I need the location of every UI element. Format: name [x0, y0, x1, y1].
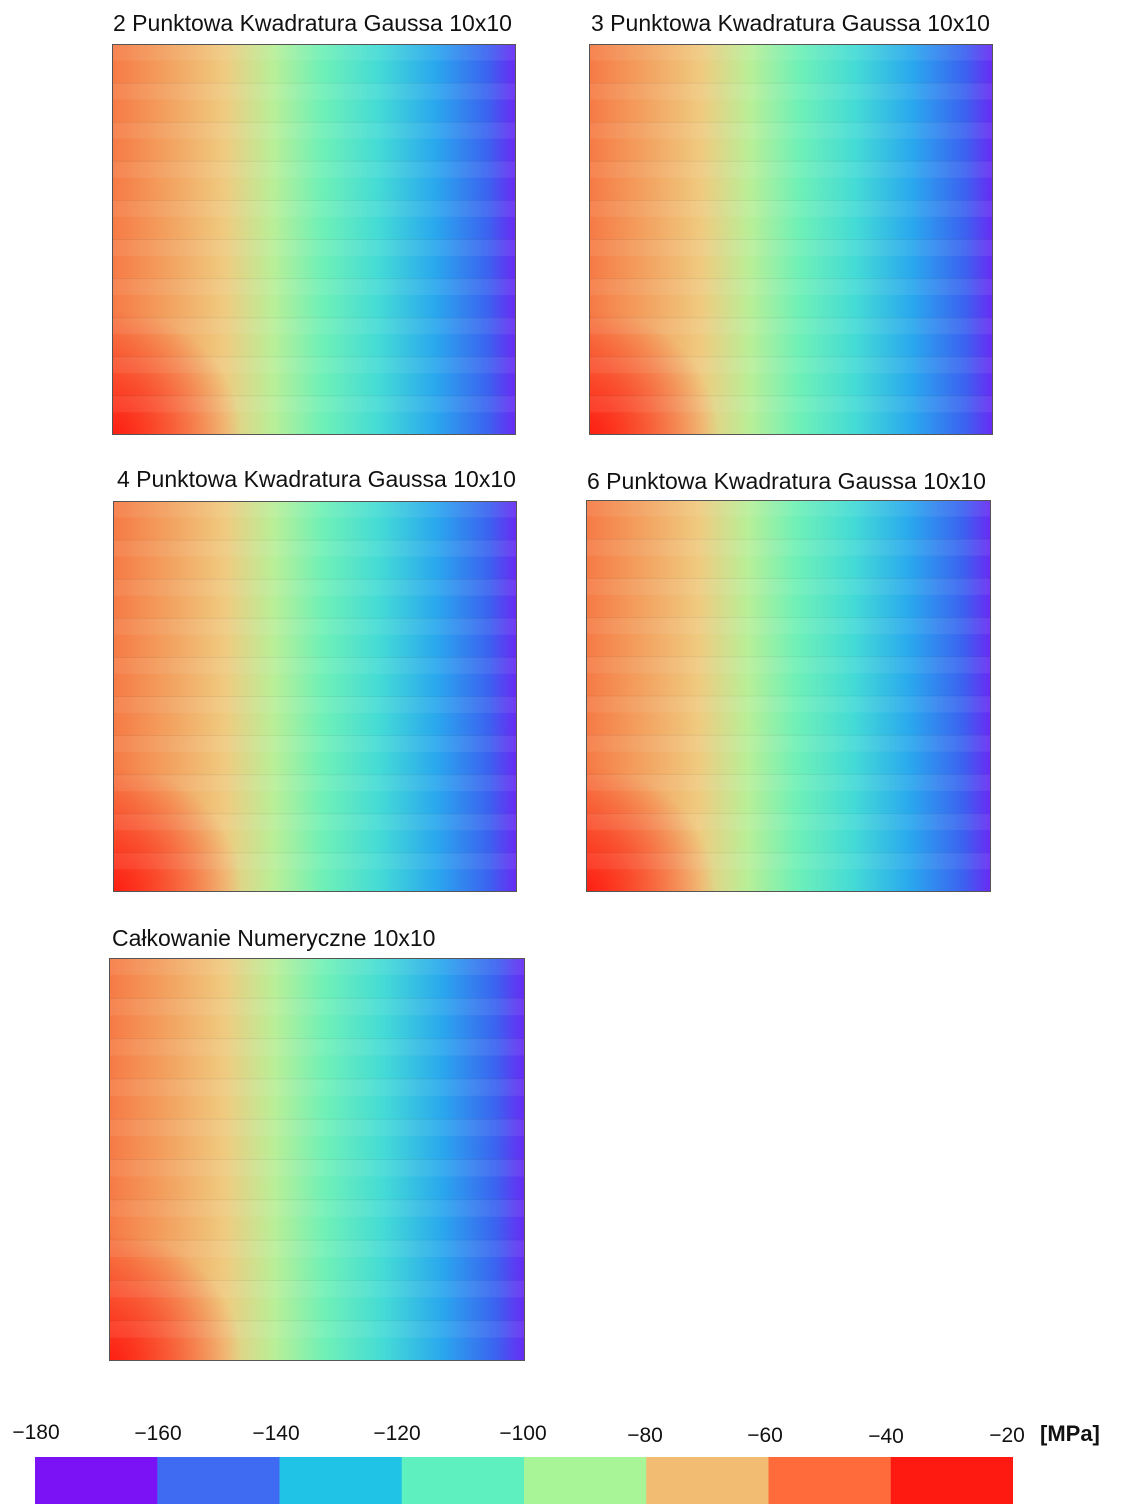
panel-title: 2 Punktowa Kwadratura Gaussa 10x10	[113, 10, 512, 36]
heatmap-row-band	[109, 1320, 525, 1338]
heatmap-frame	[586, 500, 991, 892]
heatmap-row-band	[112, 356, 516, 374]
heatmap-row-band	[112, 239, 516, 256]
colorbar-tick-label: −140	[252, 1422, 300, 1445]
heatmap-row-band	[589, 317, 993, 335]
heatmap-row-band	[112, 122, 516, 139]
heatmap-row-band	[112, 317, 516, 335]
colorbar-band	[890, 1457, 1013, 1504]
heatmap-row-band	[113, 579, 517, 596]
heatmap-row-band	[589, 122, 993, 139]
panel-title: 4 Punktowa Kwadratura Gaussa 10x10	[117, 466, 516, 492]
colorbar-band	[768, 1457, 892, 1504]
heatmap-row-band	[586, 735, 991, 752]
heatmap-frame	[589, 44, 993, 435]
heatmap-panel	[112, 44, 516, 435]
heatmap-row-band	[589, 161, 993, 178]
colorbar-band	[35, 1457, 158, 1504]
heatmap-row-band	[109, 1280, 525, 1298]
heatmap-hot-corner	[112, 44, 516, 435]
heatmap-frame	[112, 44, 516, 435]
heatmap-row-band	[586, 539, 991, 556]
heatmap-row-band	[589, 200, 993, 217]
heatmap-frame	[109, 958, 525, 1361]
heatmap-row-band	[113, 735, 517, 753]
heatmap-row-band	[109, 1078, 525, 1096]
panel-title: Całkowanie Numeryczne 10x10	[112, 925, 436, 951]
heatmap-row-band	[112, 200, 516, 217]
heatmap-row-band	[589, 356, 993, 374]
heatmap-hot-corner	[113, 501, 517, 892]
colorbar-band	[646, 1457, 770, 1504]
heatmap-row-band	[586, 696, 991, 713]
colorbar-tick-label: −60	[747, 1424, 783, 1447]
heatmap-row-band	[589, 83, 993, 100]
heatmap-row-band	[113, 813, 517, 831]
heatmap-row-band	[113, 774, 517, 792]
colorbar-tick-label: −80	[627, 1424, 663, 1447]
colorbar	[35, 1457, 1013, 1504]
heatmap-row-band	[589, 239, 993, 256]
heatmap-row-band	[112, 83, 516, 100]
heatmap-row-band	[586, 500, 991, 517]
heatmap-row-band	[112, 44, 516, 61]
colorbar-band	[279, 1457, 403, 1504]
colorbar-band	[157, 1457, 281, 1504]
heatmap-row-band	[109, 1119, 525, 1137]
heatmap-hot-corner	[589, 44, 993, 435]
colorbar-tick-label: −160	[134, 1422, 182, 1445]
heatmap-panel	[109, 958, 525, 1361]
colorbar-unit-label: [MPa]	[1040, 1421, 1100, 1446]
heatmap-row-band	[109, 1159, 525, 1177]
heatmap-row-band	[109, 958, 525, 975]
heatmap-row-band	[589, 395, 993, 413]
heatmap-row-band	[112, 395, 516, 413]
panel-title: 3 Punktowa Kwadratura Gaussa 10x10	[591, 10, 990, 36]
heatmap-row-band	[112, 278, 516, 296]
heatmap-row-band	[109, 1038, 525, 1056]
heatmap-row-band	[109, 1199, 525, 1217]
heatmap-row-band	[109, 998, 525, 1016]
heatmap-row-band	[109, 1240, 525, 1258]
heatmap-row-band	[586, 813, 991, 831]
colorbar-tick-label: −120	[373, 1422, 421, 1445]
heatmap-row-band	[586, 852, 991, 870]
heatmap-row-band	[113, 618, 517, 635]
colorbar-tick-label: −20	[989, 1424, 1025, 1447]
heatmap-panel	[113, 501, 517, 892]
colorbar-band	[524, 1457, 647, 1504]
heatmap-row-band	[586, 617, 991, 635]
heatmap-row-band	[586, 578, 991, 595]
colorbar-band	[401, 1457, 525, 1504]
heatmap-row-band	[586, 774, 991, 791]
colorbar-tick-label: −40	[868, 1425, 904, 1448]
colorbar-tick-label: −180	[12, 1421, 60, 1444]
heatmap-row-band	[113, 696, 517, 713]
panel-title: 6 Punktowa Kwadratura Gaussa 10x10	[587, 468, 986, 494]
heatmap-hot-corner	[109, 958, 525, 1361]
heatmap-row-band	[589, 44, 993, 61]
heatmap-panel	[589, 44, 993, 435]
heatmap-row-band	[113, 540, 517, 557]
heatmap-frame	[113, 501, 517, 892]
heatmap-row-band	[112, 161, 516, 178]
colorbar-tick-label: −100	[499, 1422, 547, 1445]
heatmap-hot-corner	[586, 500, 991, 892]
heatmap-row-band	[113, 657, 517, 674]
heatmap-row-band	[586, 656, 991, 674]
heatmap-row-band	[589, 278, 993, 296]
heatmap-row-band	[113, 501, 517, 518]
heatmap-panel	[586, 500, 991, 892]
heatmap-row-band	[113, 852, 517, 870]
